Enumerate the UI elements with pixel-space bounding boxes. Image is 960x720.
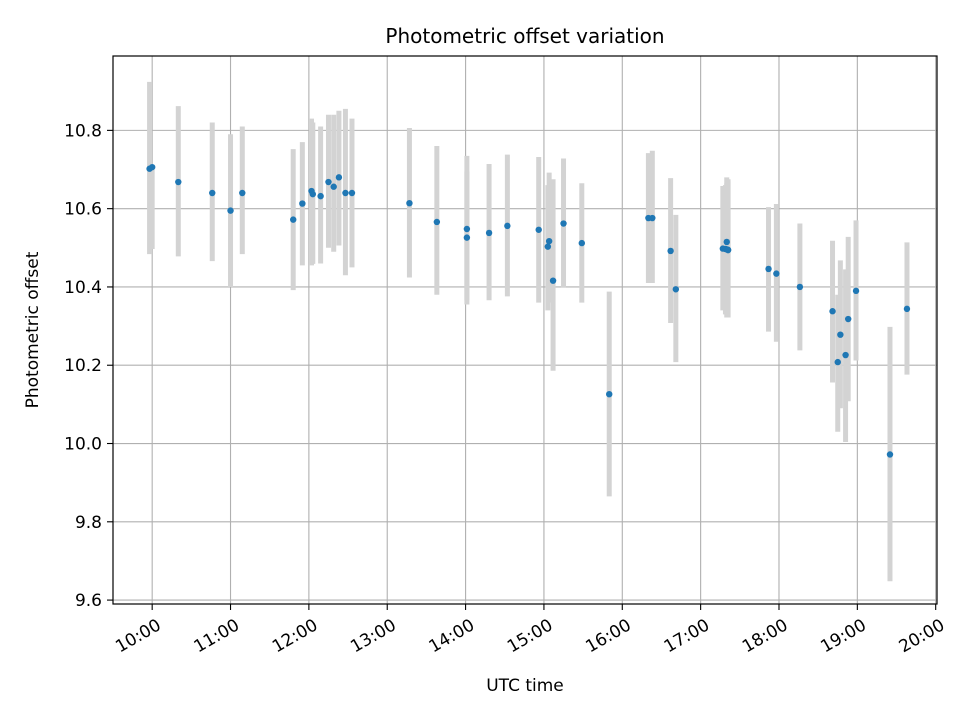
data-point	[886, 451, 894, 458]
data-points	[146, 163, 911, 458]
data-point	[842, 351, 849, 359]
data-point	[560, 220, 567, 227]
data-point	[463, 225, 471, 233]
x-axis-label: UTC time	[486, 676, 564, 696]
data-point	[578, 239, 586, 247]
data-point	[844, 315, 852, 323]
data-point	[463, 234, 471, 241]
grid	[113, 56, 937, 604]
data-point	[672, 286, 680, 293]
data-point	[723, 238, 730, 246]
data-point	[325, 178, 332, 186]
y-tick-label: 10.6	[64, 200, 102, 220]
data-point	[724, 246, 732, 254]
y-tick-label: 10.0	[64, 435, 102, 455]
data-point	[290, 216, 297, 223]
data-point	[773, 270, 780, 277]
data-point	[406, 199, 413, 207]
y-tick-label: 9.8	[75, 513, 102, 533]
data-point	[606, 390, 613, 398]
data-point	[148, 163, 156, 171]
data-point	[903, 305, 911, 313]
data-point	[239, 189, 246, 197]
data-point	[667, 247, 674, 255]
data-point	[544, 243, 552, 250]
data-point	[485, 229, 493, 237]
y-tick-label: 10.4	[64, 278, 102, 298]
data-point	[348, 189, 356, 197]
data-point	[335, 174, 343, 181]
data-point	[852, 287, 860, 295]
data-point	[342, 189, 349, 197]
y-axis: 9.6 9.8 10.0 10.2 10.4 10.6 10.8	[64, 121, 113, 611]
data-point	[504, 222, 511, 230]
data-point	[796, 283, 804, 291]
data-point	[175, 178, 182, 186]
plot-frame	[112, 55, 938, 605]
data-point	[765, 265, 772, 273]
data-point	[829, 308, 836, 315]
data-point	[299, 200, 306, 207]
y-tick-label: 10.8	[64, 121, 102, 141]
data-point	[309, 190, 316, 198]
data-point	[209, 189, 216, 197]
data-point	[837, 331, 844, 338]
data-point	[549, 277, 557, 284]
y-axis-label: Photometric offset	[23, 251, 43, 408]
chart-title: Photometric offset variation	[385, 24, 664, 48]
y-tick-label: 9.6	[75, 591, 102, 611]
data-point	[834, 358, 841, 366]
y-tick-label: 10.2	[64, 356, 102, 376]
data-point	[227, 207, 234, 214]
data-point	[545, 237, 553, 245]
data-point	[535, 226, 542, 233]
data-point	[433, 218, 441, 226]
data-point	[317, 192, 324, 200]
data-point	[649, 214, 656, 222]
data-point	[330, 183, 337, 190]
